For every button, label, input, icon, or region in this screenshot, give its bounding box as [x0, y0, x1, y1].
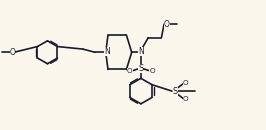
Text: O: O — [164, 20, 170, 29]
Text: N: N — [104, 47, 110, 56]
Text: O: O — [149, 68, 155, 74]
Text: O: O — [127, 68, 133, 74]
Text: S: S — [173, 87, 178, 96]
Text: N: N — [138, 47, 144, 56]
Text: S: S — [138, 64, 143, 73]
Text: O: O — [183, 80, 188, 86]
Text: O: O — [183, 96, 188, 102]
Text: O: O — [10, 48, 15, 57]
